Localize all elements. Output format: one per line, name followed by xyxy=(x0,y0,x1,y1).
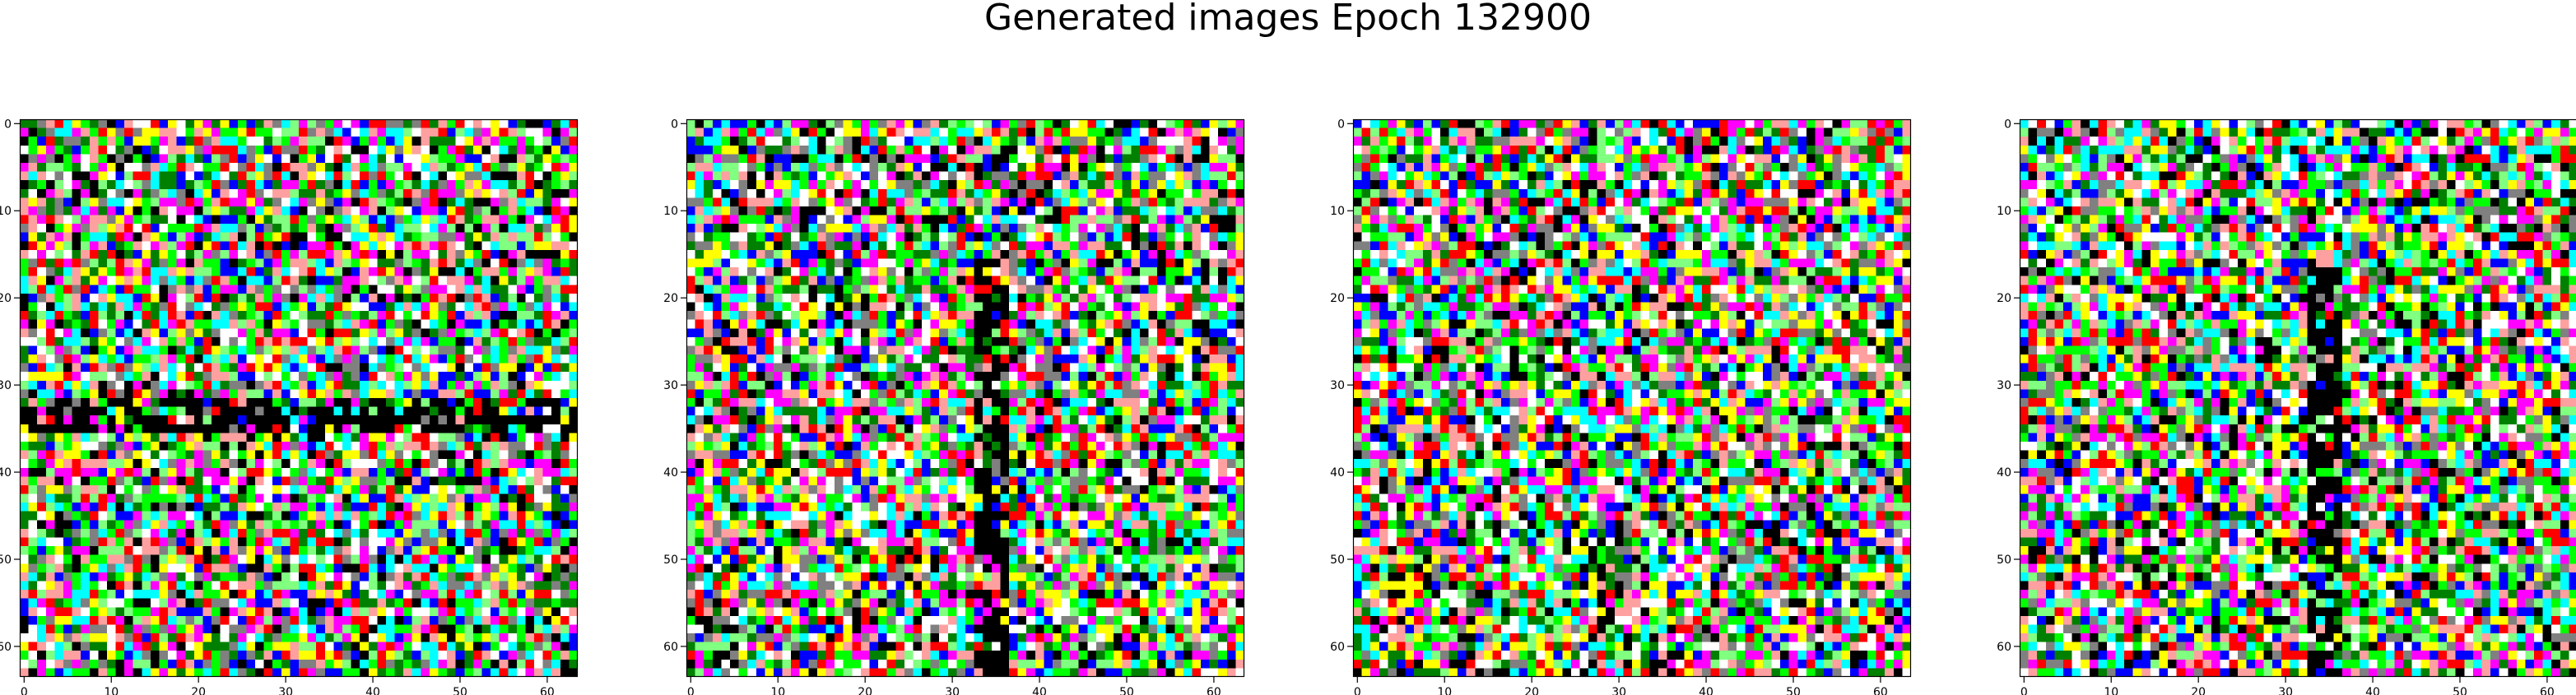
y-tick-label: 60 xyxy=(663,641,678,654)
x-tick-label: 60 xyxy=(540,686,555,695)
y-tick-label: 50 xyxy=(1997,554,2011,567)
x-tick-label: 60 xyxy=(1207,686,1221,695)
y-tick-label: 40 xyxy=(0,466,12,480)
x-tick-label: 40 xyxy=(1032,686,1047,695)
y-tick-label: 50 xyxy=(1330,554,1345,567)
y-tick-label: 10 xyxy=(1330,205,1345,218)
axes-frame xyxy=(1354,120,1911,677)
figure-title: Generated images Epoch 132900 xyxy=(0,0,2576,36)
y-tick-label: 60 xyxy=(0,641,12,654)
x-tick-label: 20 xyxy=(1524,686,1539,695)
x-tick-label: 50 xyxy=(1119,686,1134,695)
x-tick-label: 50 xyxy=(1786,686,1801,695)
axes-frame xyxy=(2020,120,2576,677)
y-tick-label: 40 xyxy=(1997,466,2011,480)
x-tick-label: 0 xyxy=(1354,686,1361,695)
x-tick-label: 30 xyxy=(945,686,960,695)
y-tick-label: 20 xyxy=(0,292,12,305)
x-tick-label: 10 xyxy=(2104,686,2118,695)
image-panel-3: 0 10 20 30 40 50 60 0 10 20 30 40 50 60 xyxy=(1353,119,1911,677)
image-panel-4: 0 10 20 30 40 50 60 0 10 20 30 40 50 60 xyxy=(2020,119,2576,677)
y-tick-label: 0 xyxy=(2004,118,2011,131)
x-tick-label: 20 xyxy=(858,686,872,695)
x-tick-label: 10 xyxy=(104,686,119,695)
y-tick-label: 60 xyxy=(1997,641,2011,654)
y-tick-label: 30 xyxy=(1330,379,1345,392)
y-tick-label: 10 xyxy=(0,205,12,218)
x-tick-label: 0 xyxy=(2020,686,2028,695)
x-tick-label: 10 xyxy=(770,686,785,695)
axes-frame xyxy=(687,120,1244,677)
y-tick-label: 50 xyxy=(0,554,12,567)
x-tick-label: 30 xyxy=(2278,686,2293,695)
y-tick-label: 10 xyxy=(663,205,678,218)
x-tick-label: 40 xyxy=(365,686,380,695)
x-tick-label: 50 xyxy=(2453,686,2467,695)
y-tick-label: 0 xyxy=(1337,118,1345,131)
axes-frame xyxy=(21,120,578,677)
x-tick-label: 30 xyxy=(278,686,293,695)
x-tick-label: 0 xyxy=(21,686,28,695)
y-tick-label: 40 xyxy=(663,466,678,480)
y-tick-label: 20 xyxy=(1330,292,1345,305)
x-tick-label: 40 xyxy=(2365,686,2380,695)
x-tick-label: 20 xyxy=(2191,686,2206,695)
y-tick-label: 30 xyxy=(1997,379,2011,392)
y-tick-label: 50 xyxy=(663,554,678,567)
x-tick-label: 60 xyxy=(2540,686,2555,695)
x-tick-label: 40 xyxy=(1699,686,1713,695)
y-tick-label: 20 xyxy=(663,292,678,305)
y-tick-label: 60 xyxy=(1330,641,1345,654)
x-tick-label: 0 xyxy=(687,686,695,695)
y-tick-label: 30 xyxy=(0,379,12,392)
y-tick-label: 0 xyxy=(4,118,12,131)
x-tick-label: 30 xyxy=(1611,686,1626,695)
image-panel-1: 0 10 20 30 40 50 60 0 10 20 30 40 50 60 xyxy=(20,119,578,677)
y-tick-label: 20 xyxy=(1997,292,2011,305)
y-tick-label: 0 xyxy=(671,118,678,131)
x-tick-label: 10 xyxy=(1437,686,1452,695)
x-tick-label: 20 xyxy=(191,686,206,695)
y-tick-label: 30 xyxy=(663,379,678,392)
y-tick-label: 10 xyxy=(1997,205,2011,218)
image-panel-2: 0 10 20 30 40 50 60 0 10 20 30 40 50 60 xyxy=(686,119,1244,677)
x-tick-label: 60 xyxy=(1873,686,1888,695)
y-tick-label: 40 xyxy=(1330,466,1345,480)
x-tick-label: 50 xyxy=(453,686,467,695)
